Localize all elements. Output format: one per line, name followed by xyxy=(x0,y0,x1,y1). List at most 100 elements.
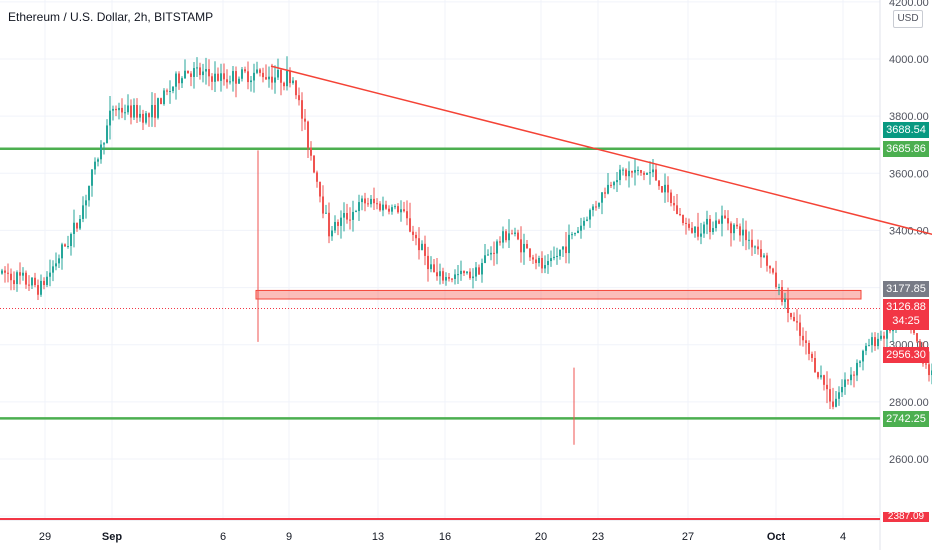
candle xyxy=(589,208,591,228)
candle-body xyxy=(1,270,3,274)
resistance-price-badge: 3685.86 xyxy=(883,141,929,157)
candle xyxy=(19,262,21,285)
candle-body xyxy=(238,78,240,84)
candle-body xyxy=(112,108,114,111)
candle-body xyxy=(55,263,57,267)
time-tick-label: 20 xyxy=(535,531,547,543)
candle xyxy=(775,260,777,290)
candle-body xyxy=(529,248,531,258)
candle xyxy=(574,232,576,237)
candle-body xyxy=(745,229,747,241)
candle-body xyxy=(661,186,663,193)
candle xyxy=(115,105,117,117)
currency-button[interactable]: USD xyxy=(893,10,923,28)
candle xyxy=(514,227,516,237)
candle-body xyxy=(682,214,684,223)
candle xyxy=(697,212,699,241)
candle-body xyxy=(220,73,222,81)
candle-body xyxy=(19,272,21,276)
candle xyxy=(766,252,768,272)
candle xyxy=(508,219,510,248)
candle-body xyxy=(277,69,279,78)
candle-body xyxy=(727,218,729,224)
candle xyxy=(424,235,426,266)
candle-body xyxy=(46,276,48,286)
candle-body xyxy=(403,209,405,212)
candle xyxy=(442,267,444,284)
candle xyxy=(877,332,879,350)
candle-body xyxy=(718,220,720,224)
candle xyxy=(490,246,492,261)
candle xyxy=(676,194,678,215)
candle xyxy=(850,367,852,386)
candle-body xyxy=(664,184,666,193)
candle-body xyxy=(148,113,150,118)
symbol-title[interactable]: Ethereum / U.S. Dollar, 2h, BITSTAMP xyxy=(8,10,214,24)
candle xyxy=(385,200,387,210)
candle-body xyxy=(538,257,540,264)
candle xyxy=(478,264,480,276)
candle xyxy=(73,209,75,248)
candle-body xyxy=(688,223,690,228)
candle-body xyxy=(658,180,660,187)
candle-body xyxy=(808,342,810,354)
candle xyxy=(310,141,312,161)
candle xyxy=(43,277,45,290)
candle-body xyxy=(613,182,615,186)
candle xyxy=(598,202,600,209)
candle-body xyxy=(196,67,198,69)
candle-body xyxy=(184,70,186,79)
candle xyxy=(229,75,231,85)
candle xyxy=(826,371,828,404)
candle-body xyxy=(739,226,741,236)
candle-body xyxy=(427,255,429,270)
candle xyxy=(223,63,225,86)
candle xyxy=(373,187,375,211)
candle-body xyxy=(346,212,348,220)
candle xyxy=(340,210,342,239)
candle xyxy=(568,224,570,264)
candle-body xyxy=(385,204,387,209)
candle-body xyxy=(532,257,534,260)
candle xyxy=(778,283,780,296)
candle xyxy=(16,270,18,292)
candle xyxy=(625,168,627,181)
candle-body xyxy=(502,231,504,243)
candle-body xyxy=(241,69,243,79)
candle xyxy=(874,332,876,351)
support-price-badge: 2742.25 xyxy=(883,411,929,427)
candle xyxy=(817,371,819,380)
candle xyxy=(46,271,48,288)
candle-body xyxy=(862,350,864,362)
candle-body xyxy=(517,232,519,240)
time-tick-label: 6 xyxy=(220,531,226,543)
candle-body xyxy=(460,270,462,275)
candle-body xyxy=(235,71,237,84)
candle xyxy=(691,221,693,234)
grid xyxy=(0,0,880,520)
candle-body xyxy=(505,231,507,241)
candle-body xyxy=(70,233,72,247)
candle xyxy=(532,254,534,265)
candle xyxy=(610,181,612,188)
candle xyxy=(664,173,666,203)
candle-body xyxy=(280,69,282,83)
candle xyxy=(250,76,252,92)
candle xyxy=(109,95,111,140)
candle-body xyxy=(598,202,600,207)
candle-body xyxy=(262,72,264,78)
candle-body xyxy=(607,184,609,194)
candle-body xyxy=(463,270,465,274)
candle xyxy=(652,158,654,178)
candle xyxy=(928,351,930,382)
candle-body xyxy=(565,246,567,254)
candle xyxy=(121,98,123,119)
candle xyxy=(184,59,186,80)
candle xyxy=(100,140,102,164)
candle-body xyxy=(445,277,447,281)
candle-body xyxy=(544,265,546,269)
candle xyxy=(757,239,759,255)
candle-body xyxy=(394,206,396,208)
